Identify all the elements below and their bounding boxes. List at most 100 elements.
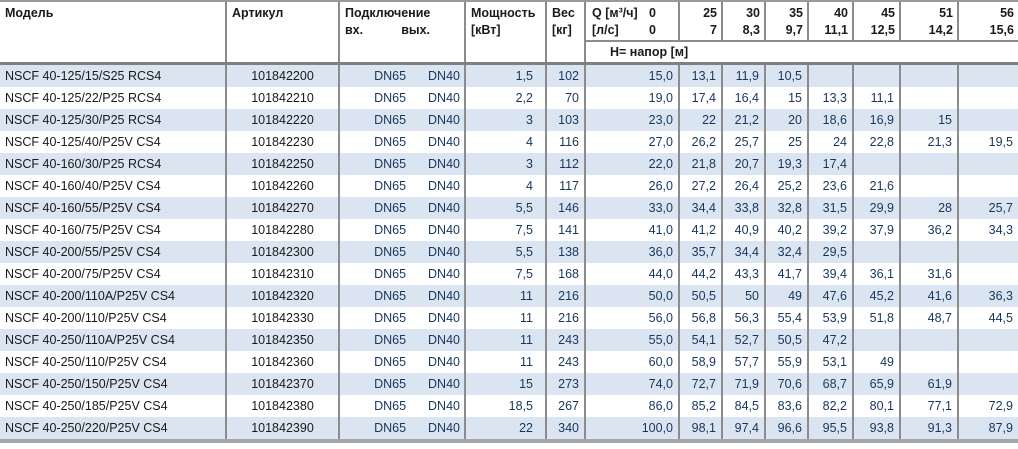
article-cell: 101842330 <box>227 307 340 329</box>
article-cell: 101842360 <box>227 351 340 373</box>
model-cell: NSCF 40-125/40/P25V CS4 <box>0 131 227 153</box>
dn-inlet-value: DN65 <box>374 355 407 369</box>
head-q40-cell: 13,3 <box>809 87 854 109</box>
dn-outlet-value: DN40 <box>428 157 460 171</box>
dn-inlet-value: DN65 <box>374 267 407 281</box>
power-cell: 11 <box>466 307 547 329</box>
head-q0-cell: 56,0 <box>586 307 680 329</box>
model-cell: NSCF 40-125/15/S25 RCS4 <box>0 65 227 87</box>
connection-inlet-label: вх. <box>345 23 364 37</box>
power-cell: 18,5 <box>466 395 547 417</box>
flow-m3h-value: 56 <box>1000 6 1014 20</box>
head-q35-cell: 40,2 <box>766 219 809 241</box>
head-q35-cell: 50,5 <box>766 329 809 351</box>
model-cell: NSCF 40-250/185/P25V CS4 <box>0 395 227 417</box>
connection-cell: DN65 DN40 <box>340 307 466 329</box>
col-header-flow-51: 51 14,2 <box>901 2 959 42</box>
head-q0-cell: 19,0 <box>586 87 680 109</box>
dn-outlet-value: DN40 <box>428 91 460 105</box>
head-q56-cell: 34,3 <box>988 223 1013 237</box>
dn-outlet-value: DN40 <box>428 113 460 127</box>
article-cell: 101842380 <box>227 395 340 417</box>
dn-outlet-value: DN40 <box>428 377 460 391</box>
col-header-flow-56: 56 15,6 <box>959 2 1018 42</box>
head-q51-cell: 28 <box>901 197 959 219</box>
head-q45-cell <box>854 329 901 351</box>
head-q0-cell: 41,0 <box>586 219 680 241</box>
article-cell: 101842230 <box>227 131 340 153</box>
article-cell: 101842270 <box>227 197 340 219</box>
head-q0-cell: 36,0 <box>586 241 680 263</box>
head-q45-cell: 51,8 <box>854 307 901 329</box>
head-q25-cell: 26,2 <box>680 131 723 153</box>
power-cell: 22 <box>466 417 547 439</box>
head-q56-cell <box>959 65 1018 87</box>
head-q40-cell: 23,6 <box>809 175 854 197</box>
col-header-connection: Подключение вх. вых. <box>340 2 466 62</box>
head-q56-cell <box>959 153 1018 175</box>
model-header-label: Модель <box>5 6 54 20</box>
table-row: NSCF 40-160/55/P25V CS4 101842270 DN65 D… <box>0 197 1018 219</box>
dn-inlet-value: DN65 <box>374 377 407 391</box>
head-q51-cell <box>901 241 959 263</box>
head-q51-cell: 91,3 <box>901 417 959 439</box>
head-q51-cell <box>901 175 959 197</box>
head-q30-cell: 34,4 <box>723 241 766 263</box>
head-q35-cell: 70,6 <box>766 373 809 395</box>
weight-cell: 146 <box>547 197 586 219</box>
head-q25-cell: 72,7 <box>680 373 723 395</box>
model-cell: NSCF 40-125/30/P25 RCS4 <box>0 109 227 131</box>
table-body: NSCF 40-125/15/S25 RCS4 101842200 DN65 D… <box>0 65 1018 439</box>
table-row: NSCF 40-200/75/P25V CS4 101842310 DN65 D… <box>0 263 1018 285</box>
q-unit-label: Q [м³/ч] <box>592 6 638 20</box>
head-q45-cell: 37,9 <box>854 219 901 241</box>
head-q30-cell: 20,7 <box>723 153 766 175</box>
head-q56-cell <box>959 263 1018 285</box>
table-row: NSCF 40-250/150/P25V CS4 101842370 DN65 … <box>0 373 1018 395</box>
flow-m3h-value: 40 <box>834 6 848 20</box>
flow-ls-value: 7 <box>710 23 717 37</box>
weight-cell: 112 <box>547 153 586 175</box>
head-q25-cell: 41,2 <box>680 219 723 241</box>
dn-outlet-value: DN40 <box>428 267 460 281</box>
head-q40-cell: 53,1 <box>809 351 854 373</box>
model-cell: NSCF 40-250/110A/P25V CS4 <box>0 329 227 351</box>
col-header-flow-zero: Q [м³/ч] 0 [л/с] 0 <box>586 2 680 42</box>
table-row: NSCF 40-200/110A/P25V CS4 101842320 DN65… <box>0 285 1018 307</box>
dn-inlet-value: DN65 <box>374 113 407 127</box>
connection-cell: DN65 DN40 <box>340 65 466 87</box>
connection-cell: DN65 DN40 <box>340 175 466 197</box>
weight-cell: 216 <box>547 285 586 307</box>
dn-inlet-value: DN65 <box>374 223 407 237</box>
connection-header-label: Подключение <box>345 6 431 20</box>
head-q51-cell: 41,6 <box>901 285 959 307</box>
power-cell: 3 <box>466 109 547 131</box>
head-q40-cell: 95,5 <box>809 417 854 439</box>
article-cell: 101842210 <box>227 87 340 109</box>
table-row: NSCF 40-250/110/P25V CS4 101842360 DN65 … <box>0 351 1018 373</box>
head-q56-cell: 36,3 <box>988 289 1013 303</box>
dn-outlet-value: DN40 <box>428 245 460 259</box>
dn-inlet-value: DN65 <box>374 399 407 413</box>
head-q56-cell <box>959 241 1018 263</box>
head-q0-cell: 33,0 <box>586 197 680 219</box>
flow-m3h-value: 25 <box>703 6 717 20</box>
connection-cell: DN65 DN40 <box>340 197 466 219</box>
connection-cell: DN65 DN40 <box>340 329 466 351</box>
head-q35-cell: 25,2 <box>766 175 809 197</box>
dn-outlet-value: DN40 <box>428 355 460 369</box>
power-cell: 2,2 <box>466 87 547 109</box>
dn-outlet-value: DN40 <box>428 201 460 215</box>
table-header: Модель Артикул Подключение вх. вых. Мощн… <box>0 2 1018 65</box>
head-q35-cell: 20 <box>766 109 809 131</box>
head-q56-cell: 72,9 <box>988 399 1013 413</box>
weight-cell: 138 <box>547 241 586 263</box>
model-cell: NSCF 40-200/75/P25V CS4 <box>0 263 227 285</box>
table-row: NSCF 40-125/30/P25 RCS4 101842220 DN65 D… <box>0 109 1018 131</box>
table-row: NSCF 40-200/55/P25V CS4 101842300 DN65 D… <box>0 241 1018 263</box>
head-q56-cell: 87,9 <box>988 421 1013 435</box>
head-q0-cell: 55,0 <box>586 329 680 351</box>
power-cell: 11 <box>466 351 547 373</box>
dn-inlet-value: DN65 <box>374 289 407 303</box>
head-q25-cell: 56,8 <box>680 307 723 329</box>
